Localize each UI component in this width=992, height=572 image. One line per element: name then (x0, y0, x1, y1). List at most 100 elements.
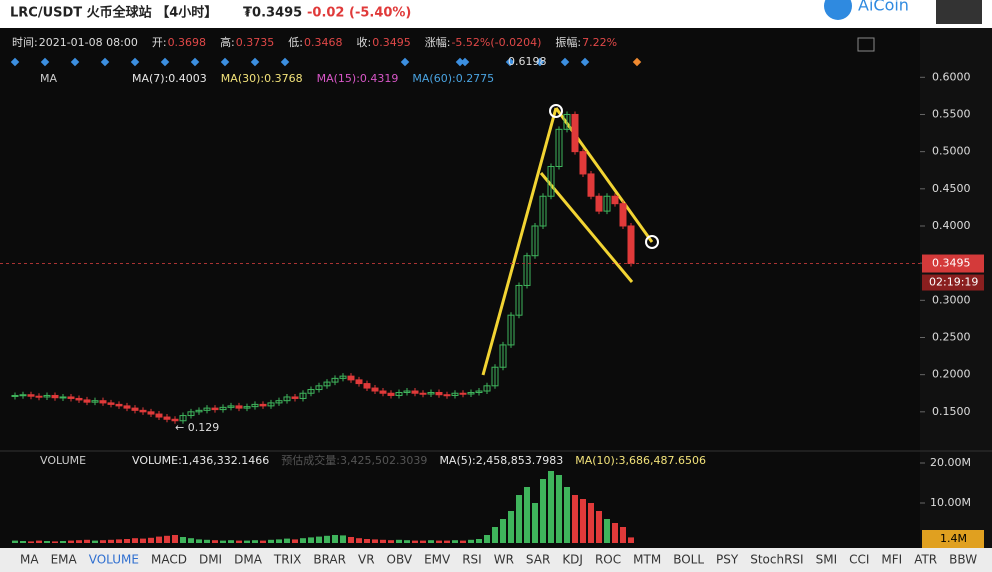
candle (307, 389, 315, 394)
volume-bar (596, 511, 602, 543)
pair-title: LRC/USDT 火币全球站 【4小时】 (10, 5, 217, 21)
volume-bar (468, 539, 474, 543)
candle (195, 409, 203, 413)
pattern-point (549, 104, 563, 118)
candle (259, 403, 267, 407)
candle (419, 392, 427, 395)
info-value: 0.3495 (372, 36, 411, 49)
volume-bar (444, 540, 450, 543)
indicator-tab[interactable]: DMI (199, 553, 222, 567)
indicator-tab[interactable]: MACD (151, 553, 187, 567)
candle (155, 413, 163, 418)
indicator-tab[interactable]: DMA (234, 553, 263, 567)
volume-bar (244, 540, 250, 543)
candle (99, 400, 107, 404)
indicator-tab[interactable]: MA (20, 553, 39, 567)
pattern-line (481, 107, 558, 376)
indicator-tab[interactable]: RSI (462, 553, 482, 567)
candle (547, 166, 555, 197)
candle (235, 405, 243, 409)
volume-bar (324, 535, 330, 543)
event-marker (100, 57, 110, 67)
ma-legend-name: MA (40, 72, 57, 85)
event-marker (250, 57, 260, 67)
volume-bar (428, 540, 434, 543)
volume-bar (204, 539, 210, 543)
candle (403, 390, 411, 394)
y-tick-label: 0.5500 (932, 107, 971, 120)
indicator-tab[interactable]: WR (494, 553, 514, 567)
info-label: 高: (220, 35, 235, 49)
indicator-tab[interactable]: BOLL (673, 553, 704, 567)
volume-bar (44, 541, 50, 543)
price-tag-bg (922, 254, 984, 273)
indicator-tab[interactable]: CCI (849, 553, 869, 567)
indicator-tab[interactable]: VOLUME (89, 553, 139, 567)
event-marker (190, 57, 200, 67)
candle (59, 396, 67, 399)
volume-tag-bg (922, 530, 984, 548)
volume-bar (284, 538, 290, 543)
volume-bar (316, 536, 322, 543)
candle (91, 400, 99, 403)
brand: AiCoin (858, 0, 909, 15)
candle (291, 396, 299, 399)
volume-bar (540, 479, 546, 543)
indicator-tab[interactable]: MTM (633, 553, 661, 567)
volume-bar (484, 535, 490, 543)
info-label: 振幅: (555, 35, 581, 49)
indicator-tab[interactable]: BRAR (313, 553, 346, 567)
indicator-tab[interactable]: StochRSI (750, 553, 803, 567)
candle (443, 394, 451, 397)
volume-bar (252, 540, 258, 543)
candle (379, 390, 387, 394)
candle (131, 407, 139, 411)
y-tick-label: 0.6000 (932, 70, 971, 83)
candle (451, 392, 459, 396)
indicator-tab[interactable]: OBV (387, 553, 413, 567)
indicator-tab[interactable]: ROC (595, 553, 621, 567)
indicator-tab[interactable]: BBW (949, 553, 977, 567)
volume-bar (76, 540, 82, 543)
indicator-tab[interactable]: SMI (816, 553, 838, 567)
indicator-tab[interactable]: KDJ (562, 553, 583, 567)
info-value: 0.3735 (236, 36, 275, 49)
indicator-tab[interactable]: PSY (716, 553, 739, 567)
event-marker (455, 57, 465, 67)
tab-bar (0, 548, 992, 572)
event-marker (40, 57, 50, 67)
indicator-tab[interactable]: MFI (881, 553, 902, 567)
indicator-tab[interactable]: VR (358, 553, 375, 567)
indicator-tab[interactable]: EMV (424, 553, 451, 567)
y-tick-label: 0.3000 (932, 293, 971, 306)
candle (299, 392, 307, 399)
indicator-tab[interactable]: SAR (526, 553, 550, 567)
candle (27, 394, 35, 397)
candle (43, 394, 51, 398)
candle (19, 394, 27, 397)
ma-legend-item: MA(60):0.2775 (412, 72, 494, 85)
indicator-tab[interactable]: EMA (51, 553, 78, 567)
y-tick-label: 0.4500 (932, 182, 971, 195)
volume-legend-name: VOLUME (40, 454, 86, 467)
event-marker (130, 57, 140, 67)
volume-bar (132, 538, 138, 543)
candle (555, 128, 563, 168)
info-value: 0.3698 (168, 36, 207, 49)
settings-icon[interactable] (857, 37, 875, 52)
indicator-tab[interactable]: ATR (914, 553, 937, 567)
countdown-bg (922, 274, 984, 291)
indicator-tab[interactable]: TRIX (273, 553, 301, 567)
chart-bg (0, 28, 992, 548)
volume-bar (380, 539, 386, 543)
candle (579, 151, 587, 175)
volume-bar (148, 537, 154, 543)
volume-bar (628, 537, 634, 543)
volume-bar (100, 540, 106, 543)
volume-bar (292, 539, 298, 543)
candle (531, 225, 539, 257)
candle (211, 407, 219, 411)
candle (123, 405, 131, 409)
event-marker (280, 57, 290, 67)
volume-bar (364, 539, 370, 543)
